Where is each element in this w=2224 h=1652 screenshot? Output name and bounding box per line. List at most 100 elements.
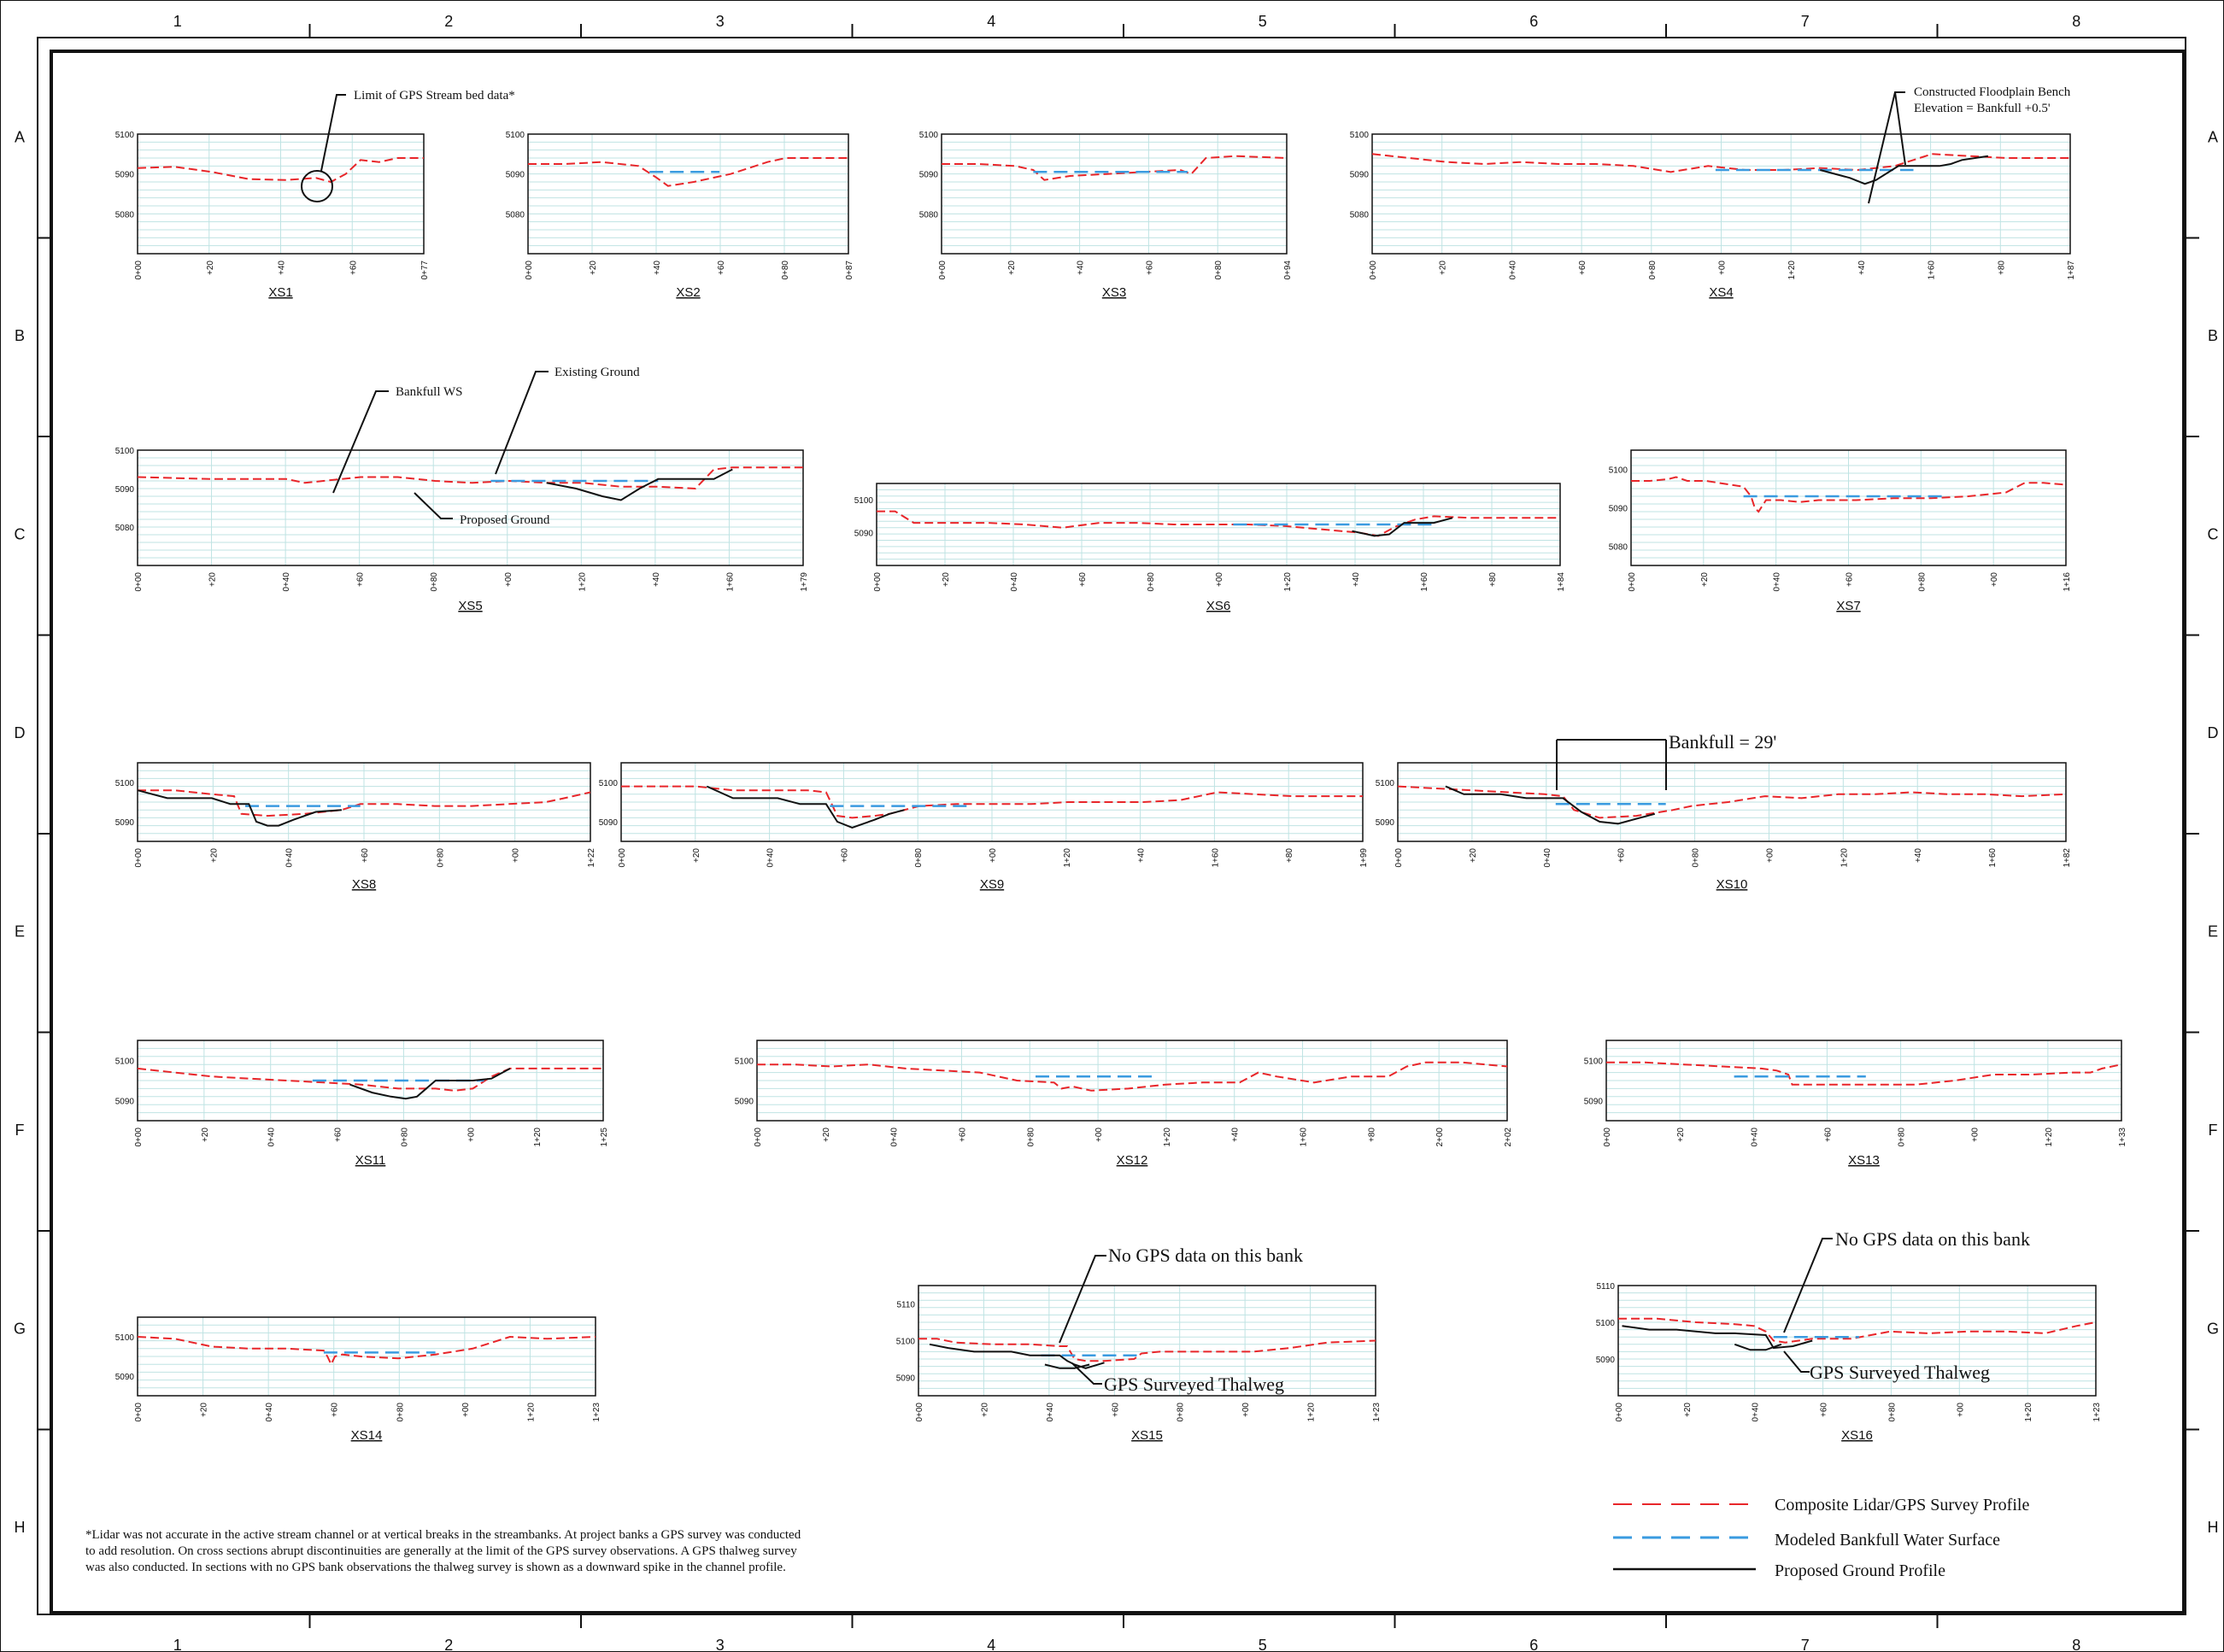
x-tick-label: 1+16 — [2063, 572, 2072, 592]
x-tick-label: +20 — [1439, 261, 1448, 275]
x-tick-label: 1+20 — [533, 1128, 543, 1147]
callout-existing-ground: Existing Ground — [555, 366, 640, 379]
callout-bankfull-ws: Bankfull WS — [396, 385, 462, 399]
y-tick-label: 5100 — [919, 131, 939, 140]
x-tick-label: 0+00 — [873, 572, 883, 592]
y-tick-label: 5100 — [115, 131, 135, 140]
x-tick-label: 1+23 — [592, 1403, 601, 1422]
leader-line — [495, 371, 549, 475]
series-existing-ground — [918, 1338, 1376, 1362]
series-existing-ground — [137, 466, 803, 490]
leader-line — [1071, 1362, 1102, 1385]
x-tick-label: 1+60 — [725, 572, 735, 592]
series-existing-ground — [877, 510, 1560, 537]
x-tick-label: +60 — [1617, 848, 1627, 863]
x-tick-label: 1+20 — [2045, 1128, 2054, 1147]
x-tick-label: 1+20 — [526, 1403, 536, 1422]
x-tick-label: +80 — [1997, 261, 2006, 275]
x-tick-label: +20 — [822, 1128, 831, 1142]
column-label-bottom: 2 — [444, 1637, 453, 1652]
y-tick-label: 5100 — [896, 1338, 916, 1347]
x-tick-label: 0+00 — [1603, 1128, 1612, 1147]
x-tick-label: 1+20 — [2024, 1403, 2033, 1422]
series-existing-ground — [1631, 476, 2067, 513]
row-label-left: F — [15, 1122, 25, 1139]
plot-frame — [756, 1040, 1508, 1122]
section-title: XS7 — [1836, 599, 1860, 613]
x-tick-label: 0+87 — [845, 261, 854, 280]
row-label-left: D — [15, 724, 26, 741]
section-title: XS6 — [1206, 599, 1230, 613]
x-tick-label: 0+00 — [915, 1403, 924, 1422]
callout-limit-gps: Limit of GPS Stream bed data* — [354, 89, 515, 103]
cross-section-xs11: 0+00 +20 0+40 +60 0+80 +00 1+20 1+25 5100 5090 XS1… — [115, 1040, 609, 1168]
x-tick-label: +40 — [1231, 1128, 1241, 1142]
cross-section-xs16: 0+00 +20 0+40 +60 0+80 +00 1+20 1+23 5110 5100 509… — [1596, 1282, 2102, 1443]
x-tick-label: +00 — [1956, 1403, 1965, 1417]
x-tick-label: +40 — [652, 572, 661, 587]
row-label-right: E — [2208, 923, 2218, 940]
series-proposed-ground — [706, 785, 905, 829]
x-tick-label: +40 — [1077, 261, 1086, 275]
x-tick-label: +60 — [356, 572, 366, 587]
x-tick-label: 1+82 — [2063, 848, 2072, 868]
x-tick-label: +40 — [1914, 848, 1923, 863]
plot-frame — [1617, 1285, 2097, 1397]
y-tick-label: 5090 — [854, 530, 874, 539]
inner-border — [50, 50, 2186, 1614]
x-tick-label: +20 — [208, 572, 218, 587]
cross-section-xs6: 0+00 +20 0+40 +60 0+80 +00 1+20 +40 1+60 +80 1+84 5… — [854, 483, 1566, 613]
x-tick-label: 0+00 — [134, 572, 144, 592]
x-tick-label: 0+00 — [134, 1128, 144, 1147]
leader-line — [414, 492, 453, 519]
cross-section-xs1: 0+00 +20 +40 +60 0+77 5100 5090 5080 XS1 — [115, 131, 430, 300]
y-tick-label: 5080 — [1350, 210, 1370, 220]
x-tick-label: 0+80 — [1917, 572, 1927, 592]
x-tick-label: 0+00 — [938, 261, 948, 280]
x-tick-label: +20 — [1676, 1128, 1686, 1142]
y-tick-label: 5090 — [1376, 818, 1395, 828]
x-tick-label: +00 — [1971, 1128, 1980, 1142]
x-tick-label: 0+40 — [282, 572, 291, 592]
callout-floodplain-bench-2: Elevation = Bankfull +0.5' — [1914, 102, 2051, 115]
footnote: *Lidar was not accurate in the active st… — [85, 1528, 801, 1574]
y-tick-label: 5100 — [735, 1057, 754, 1067]
x-tick-label: 0+80 — [1692, 848, 1701, 868]
x-tick-label: +00 — [467, 1128, 476, 1142]
plot-frame — [137, 762, 591, 842]
y-tick-label: 5090 — [599, 818, 619, 828]
x-tick-label: +60 — [958, 1128, 967, 1142]
x-tick-label: +40 — [278, 261, 287, 275]
leader-line — [332, 390, 389, 494]
plot-frame — [137, 1040, 604, 1122]
row-label-left: H — [15, 1519, 26, 1536]
cross-section-xs15: 0+00 +20 0+40 +60 0+80 +00 1+20 1+23 5110 5100 509… — [896, 1285, 1382, 1443]
x-tick-label: 1+84 — [1557, 572, 1566, 592]
section-title: XS9 — [980, 877, 1004, 892]
x-tick-label: 1+79 — [800, 572, 809, 592]
y-tick-label: 5090 — [1609, 505, 1628, 514]
callout-proposed-ground: Proposed Ground — [460, 513, 550, 527]
x-tick-label: +40 — [1857, 261, 1867, 275]
x-tick-label: 0+00 — [1628, 572, 1637, 592]
x-tick-label: 0+80 — [1177, 1403, 1186, 1422]
x-tick-label: 0+80 — [1648, 261, 1658, 280]
plot-frame — [876, 483, 1561, 566]
x-tick-label: 0+40 — [1773, 572, 1782, 592]
x-tick-label: +00 — [1215, 572, 1224, 587]
y-tick-label: 5100 — [854, 496, 874, 506]
section-title: XS3 — [1102, 285, 1126, 300]
column-label-top: 1 — [173, 13, 182, 30]
x-tick-label: 0+77 — [420, 261, 430, 280]
x-tick-label: 2+02 — [1504, 1128, 1513, 1147]
x-tick-label: +20 — [589, 261, 598, 275]
section-title: XS4 — [1709, 285, 1733, 300]
series-existing-ground — [137, 1335, 596, 1367]
x-tick-label: +20 — [206, 261, 215, 275]
x-tick-label: 0+80 — [1026, 1128, 1036, 1147]
x-tick-label: 0+80 — [396, 1403, 405, 1422]
series-proposed-ground — [349, 1068, 511, 1100]
x-tick-label: 0+80 — [1887, 1403, 1897, 1422]
series-proposed-ground — [1820, 155, 1989, 185]
